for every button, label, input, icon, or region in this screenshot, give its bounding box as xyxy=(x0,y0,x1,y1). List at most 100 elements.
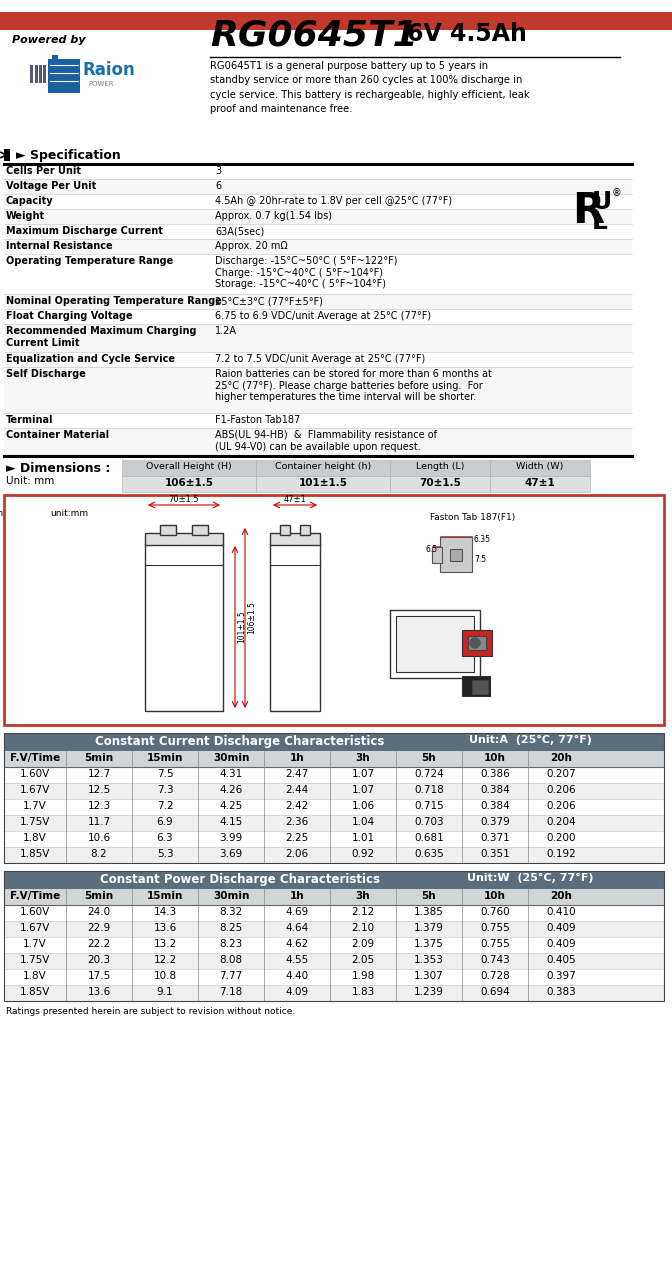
Text: 1.07: 1.07 xyxy=(351,785,374,795)
Text: 1h: 1h xyxy=(290,891,304,901)
Text: 15min: 15min xyxy=(146,753,183,763)
Text: Constant Power Discharge Characteristics: Constant Power Discharge Characteristics xyxy=(100,873,380,886)
Text: 2.06: 2.06 xyxy=(286,849,308,859)
Text: 4.40: 4.40 xyxy=(286,972,308,980)
Text: 13.6: 13.6 xyxy=(87,987,111,997)
Text: 106±1.5: 106±1.5 xyxy=(165,477,214,488)
Text: 12.7: 12.7 xyxy=(87,769,111,780)
Text: Faston Tab 187(F1): Faston Tab 187(F1) xyxy=(430,513,515,522)
Bar xyxy=(256,476,390,492)
Text: Unit:A  (25°C, 77°F): Unit:A (25°C, 77°F) xyxy=(468,735,591,745)
Text: Ratings presented herein are subject to revision without notice.: Ratings presented herein are subject to … xyxy=(6,1007,295,1016)
Text: Unit: mm: Unit: mm xyxy=(6,476,54,486)
Text: 2.05: 2.05 xyxy=(351,955,374,965)
Text: 6.5: 6.5 xyxy=(426,545,438,554)
Text: 12.2: 12.2 xyxy=(153,955,177,965)
Text: 0.397: 0.397 xyxy=(546,972,576,980)
Text: 1.67V: 1.67V xyxy=(19,785,50,795)
Text: 1.7V: 1.7V xyxy=(23,801,47,812)
Text: 6V 4.5Ah: 6V 4.5Ah xyxy=(407,22,527,46)
Text: Voltage Per Unit: Voltage Per Unit xyxy=(6,180,96,191)
Text: Cells Per Unit: Cells Per Unit xyxy=(6,166,81,175)
Text: ► Dimensions :: ► Dimensions : xyxy=(6,462,110,475)
Text: 1.60V: 1.60V xyxy=(20,908,50,916)
Text: Powered by: Powered by xyxy=(12,35,85,45)
Text: 5h: 5h xyxy=(422,891,436,901)
Bar xyxy=(30,65,33,83)
Text: 12.3: 12.3 xyxy=(87,801,111,812)
Bar xyxy=(39,65,42,83)
Bar xyxy=(4,239,632,253)
Bar xyxy=(4,870,664,890)
Text: L: L xyxy=(592,210,608,234)
Text: 5.3: 5.3 xyxy=(157,849,173,859)
Text: 101±1.5: 101±1.5 xyxy=(298,477,347,488)
Text: 3: 3 xyxy=(215,166,221,175)
Text: 4.15: 4.15 xyxy=(219,817,243,827)
Bar xyxy=(450,549,462,561)
Text: 6: 6 xyxy=(215,180,221,191)
Bar xyxy=(270,532,320,545)
Bar xyxy=(4,831,664,847)
Text: 0.718: 0.718 xyxy=(414,785,444,795)
Text: Overall Height (H): Overall Height (H) xyxy=(146,462,232,471)
Bar xyxy=(0,12,672,29)
Text: 5min: 5min xyxy=(85,891,114,901)
Bar xyxy=(490,460,590,476)
Text: ► Specification: ► Specification xyxy=(16,148,121,163)
Text: RG0645T1 is a general purpose battery up to 5 years in
standby service or more t: RG0645T1 is a general purpose battery up… xyxy=(210,61,530,114)
Text: 6.75 to 6.9 VDC/unit Average at 25°C (77°F): 6.75 to 6.9 VDC/unit Average at 25°C (77… xyxy=(215,311,431,321)
Text: 1.07: 1.07 xyxy=(351,769,374,780)
Text: Terminal: Terminal xyxy=(6,415,54,425)
Text: 8.08: 8.08 xyxy=(220,955,243,965)
Text: 0.351: 0.351 xyxy=(480,849,510,859)
Bar xyxy=(4,413,632,428)
Text: 20h: 20h xyxy=(550,891,572,901)
Text: 6.35: 6.35 xyxy=(474,535,491,544)
Text: 0.760: 0.760 xyxy=(480,908,510,916)
Text: 4.55: 4.55 xyxy=(286,955,308,965)
Text: 6.9: 6.9 xyxy=(157,817,173,827)
Text: 3h: 3h xyxy=(355,891,370,901)
Bar xyxy=(4,767,664,783)
Bar xyxy=(472,680,488,694)
Text: 70±1.5: 70±1.5 xyxy=(419,477,461,488)
Text: 10.8: 10.8 xyxy=(153,972,177,980)
Text: 0.386: 0.386 xyxy=(480,769,510,780)
Bar xyxy=(192,525,208,535)
Text: 2.25: 2.25 xyxy=(286,833,308,844)
Bar xyxy=(4,495,664,724)
Bar xyxy=(440,538,472,572)
Bar xyxy=(256,460,390,476)
Text: 7.3: 7.3 xyxy=(157,785,173,795)
Bar xyxy=(4,954,664,969)
Text: Operating Temperature Range: Operating Temperature Range xyxy=(6,256,173,266)
Bar xyxy=(4,253,632,294)
Text: 47±1: 47±1 xyxy=(284,495,306,504)
Bar xyxy=(4,195,632,209)
Text: 13.6: 13.6 xyxy=(153,923,177,933)
Bar xyxy=(4,905,664,922)
Text: 0.207: 0.207 xyxy=(546,769,576,780)
Bar xyxy=(4,428,632,456)
Text: Float Charging Voltage: Float Charging Voltage xyxy=(6,311,132,321)
Bar xyxy=(4,733,664,863)
Bar xyxy=(122,460,256,476)
Text: 1.385: 1.385 xyxy=(414,908,444,916)
Bar xyxy=(4,922,664,937)
Text: 10h: 10h xyxy=(484,891,506,901)
Text: 0.200: 0.200 xyxy=(546,833,576,844)
Text: 2.12: 2.12 xyxy=(351,908,374,916)
Text: Self Discharge: Self Discharge xyxy=(6,369,86,379)
Text: 3.69: 3.69 xyxy=(219,849,243,859)
Text: 0.743: 0.743 xyxy=(480,955,510,965)
Text: 4.69: 4.69 xyxy=(286,908,308,916)
Bar xyxy=(4,870,664,1001)
Text: 4.5Ah @ 20hr-rate to 1.8V per cell @25°C (77°F): 4.5Ah @ 20hr-rate to 1.8V per cell @25°C… xyxy=(215,196,452,206)
Text: 101±1.5: 101±1.5 xyxy=(237,611,246,644)
Text: 4.62: 4.62 xyxy=(286,940,308,948)
Text: 0.206: 0.206 xyxy=(546,785,576,795)
Text: 1.353: 1.353 xyxy=(414,955,444,965)
Text: 8.25: 8.25 xyxy=(219,923,243,933)
Text: 0.383: 0.383 xyxy=(546,987,576,997)
